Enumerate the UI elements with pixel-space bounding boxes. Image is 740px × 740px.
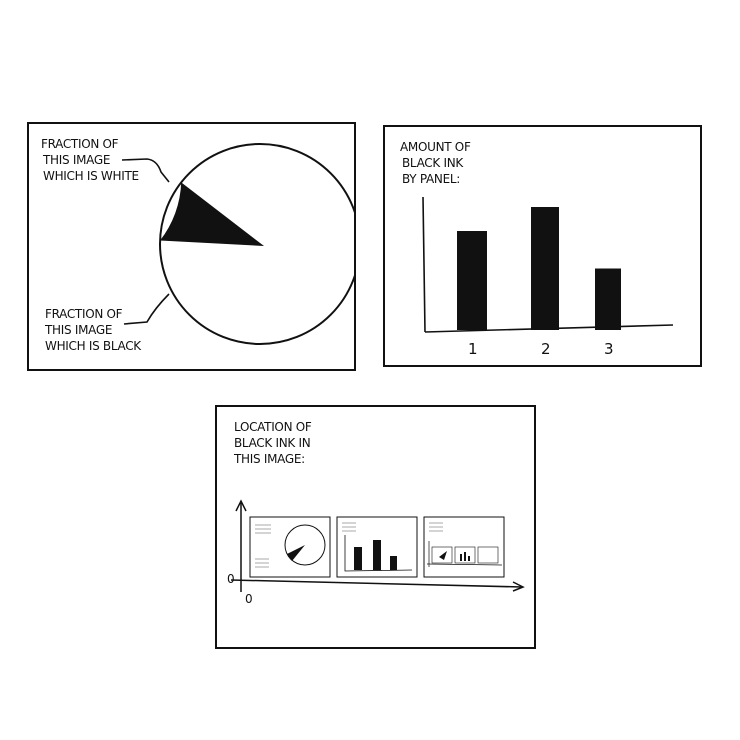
location-y-arrow	[235, 499, 247, 512]
white-label-line-2: THIS IMAGE	[42, 153, 110, 167]
pie-slices	[159, 143, 354, 345]
bar-3	[595, 268, 621, 330]
white-label-line-1: FRACTION OF	[41, 137, 119, 151]
bar-chart-title: AMOUNT OF BLACK INK BY PANEL:	[400, 140, 474, 186]
mini-location-panel	[423, 516, 505, 578]
y-axis	[422, 196, 426, 333]
bar-title-line-3: BY PANEL:	[402, 172, 460, 186]
location-title-line-3: THIS IMAGE:	[233, 452, 305, 466]
location-x-axis	[230, 579, 523, 588]
mini-bar-3	[390, 556, 397, 570]
mini-pie-panel	[249, 516, 331, 578]
bar-tick-label-3: 3	[604, 340, 613, 358]
location-x-arrow	[512, 581, 525, 592]
bars	[457, 207, 621, 330]
white-label-line-3: WHICH IS WHITE	[43, 169, 139, 183]
bar-tick-label-1: 1	[468, 340, 477, 358]
mini-bar-panel	[336, 516, 418, 578]
bar-chart-panel: AMOUNT OF BLACK INK BY PANEL: 1 2 3	[383, 125, 702, 367]
location-title-line-2: BLACK INK IN	[234, 436, 310, 450]
black-label-line-1: FRACTION OF	[45, 307, 123, 321]
black-label-line-2: THIS IMAGE	[44, 323, 112, 337]
black-label-line-3: WHICH IS BLACK	[45, 339, 142, 353]
bar-chart: AMOUNT OF BLACK INK BY PANEL: 1 2 3	[400, 140, 674, 358]
white-label: FRACTION OF THIS IMAGE WHICH IS WHITE	[41, 137, 139, 183]
bar-title-line-2: BLACK INK	[402, 156, 464, 170]
location-chart-title: LOCATION OF BLACK INK IN THIS IMAGE:	[233, 420, 315, 466]
x-origin-label: 0	[245, 592, 252, 606]
location-title-line-1: LOCATION OF	[234, 420, 312, 434]
bar-2	[531, 207, 559, 330]
bar-tick-labels: 1 2 3	[468, 340, 614, 358]
location-chart: LOCATION OF BLACK INK IN THIS IMAGE: 0 0	[227, 420, 525, 606]
bar-tick-label-2: 2	[541, 340, 550, 358]
pie-chart-panel: FRACTION OF THIS IMAGE WHICH IS WHITE FR…	[27, 122, 356, 371]
pie-slice-black	[160, 182, 264, 246]
mini-bar-1	[354, 547, 362, 570]
white-label-leader	[121, 158, 170, 183]
black-label: FRACTION OF THIS IMAGE WHICH IS BLACK	[44, 307, 142, 353]
mini-bar-2	[373, 540, 381, 570]
bar-1	[457, 231, 487, 330]
pie-chart: FRACTION OF THIS IMAGE WHICH IS WHITE FR…	[41, 137, 354, 353]
location-chart-panel: LOCATION OF BLACK INK IN THIS IMAGE: 0 0	[215, 405, 536, 649]
mini-pie-black-slice	[287, 545, 305, 561]
black-label-leader	[123, 293, 170, 325]
bar-title-line-1: AMOUNT OF	[400, 140, 471, 154]
y-origin-label: 0	[227, 572, 234, 586]
